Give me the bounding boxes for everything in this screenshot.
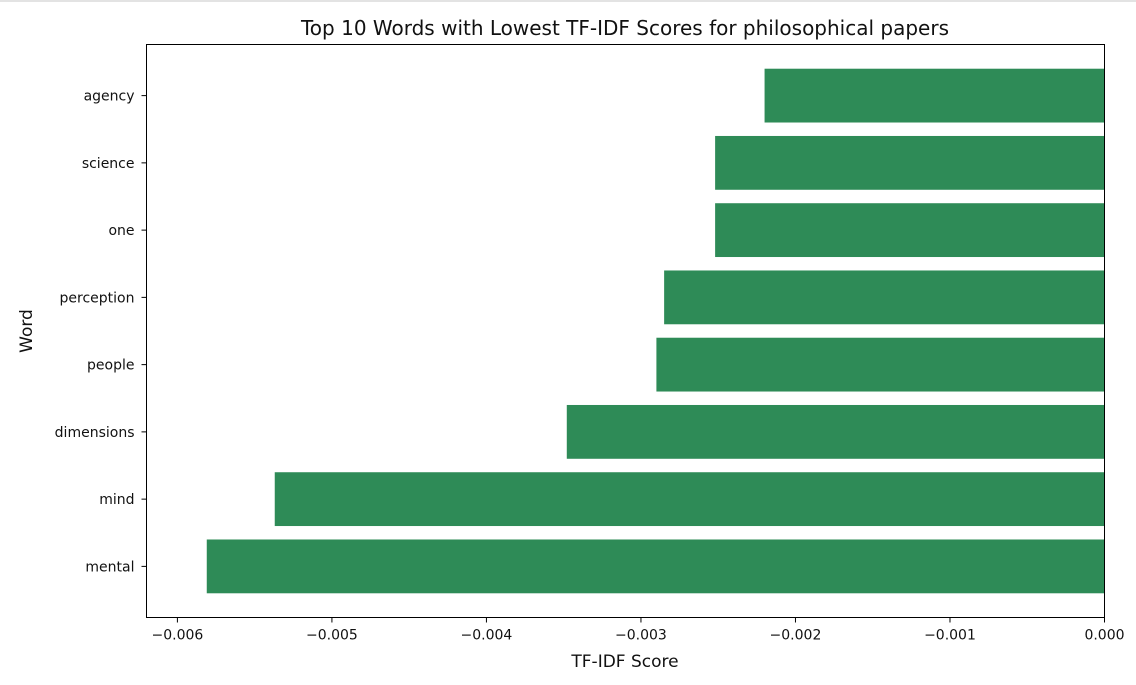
y-tick-label-mental: mental <box>85 559 134 575</box>
y-tick-label-one: one <box>108 223 134 239</box>
x-tick-label: −0.001 <box>924 628 976 644</box>
bar-one <box>715 203 1105 258</box>
bar-people <box>656 337 1105 392</box>
y-tick-label-dimensions: dimensions <box>55 425 135 441</box>
bar-science <box>715 135 1105 190</box>
x-tick-label: 0.000 <box>1084 628 1124 644</box>
top-divider <box>0 0 1136 2</box>
x-tick-label: −0.005 <box>306 628 358 644</box>
y-tick-label-perception: perception <box>60 290 135 306</box>
y-tick-label-science: science <box>82 156 135 172</box>
bar-mind <box>274 472 1105 527</box>
bar-dimensions <box>566 404 1105 459</box>
x-tick-label: −0.006 <box>151 628 203 644</box>
x-axis: −0.006 −0.005 −0.004 −0.003 −0.002 −0.001 0.00… <box>151 617 1125 644</box>
y-tick-label-people: people <box>87 358 134 374</box>
y-tick-label-agency: agency <box>84 89 135 105</box>
x-axis-label: TF-IDF Score <box>570 652 678 672</box>
y-axis: mental mind dimensions people perception one s… <box>55 89 147 575</box>
y-tick-label-mind: mind <box>99 492 134 508</box>
x-tick-label: −0.004 <box>461 628 513 644</box>
x-tick-label: −0.003 <box>615 628 667 644</box>
y-axis-label: Word <box>17 309 37 353</box>
bar-mental <box>206 539 1105 594</box>
bars-group <box>206 68 1105 594</box>
bar-agency <box>764 68 1105 123</box>
chart-title: Top 10 Words with Lowest TF-IDF Scores f… <box>300 16 949 40</box>
plot-frame <box>146 44 1105 618</box>
x-tick-label: −0.002 <box>770 628 822 644</box>
bar-perception <box>664 270 1105 325</box>
